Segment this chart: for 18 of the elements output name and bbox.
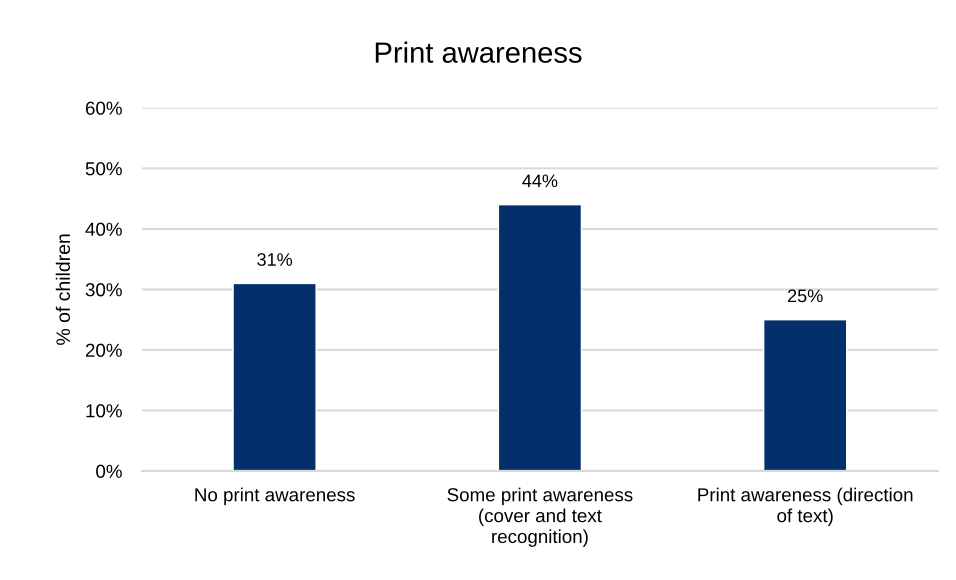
bar [232,282,317,471]
y-tick-label: 0% [96,464,122,478]
y-tick-label: 60% [86,102,122,115]
y-tick-label: 20% [86,344,122,357]
chart-title: Print awareness [376,42,582,63]
y-axis-title: % of children [56,234,70,345]
y-tick-label: 10% [86,404,122,418]
x-tick-label: Print awareness (direction of text) [698,488,912,526]
x-tick-label: No print awareness [195,488,355,506]
y-tick-label: 30% [86,283,122,296]
bar [498,204,582,471]
data-label: 25% [788,289,823,302]
data-label: 44% [522,174,558,188]
data-label: 31% [257,253,292,266]
x-tick-label: Some print awareness (cover and text recognition) [447,488,633,547]
y-tick-label: 50% [86,162,122,176]
y-tick-label: 40% [85,222,122,236]
bar [762,318,848,471]
